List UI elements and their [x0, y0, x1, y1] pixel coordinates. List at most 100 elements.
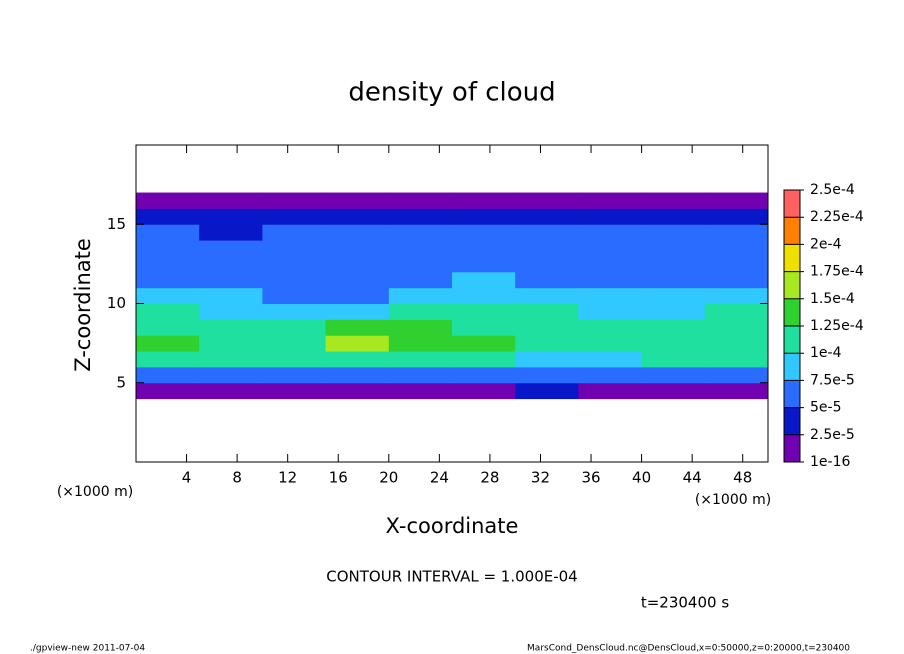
colorbar-box [784, 380, 800, 408]
heat-cell [515, 240, 579, 257]
x-tick-label: 20 [379, 469, 398, 487]
y-tick-label: 15 [107, 215, 126, 233]
heat-cell [325, 287, 390, 304]
heat-cell [452, 351, 516, 368]
heat-cell [704, 208, 769, 225]
heat-cell [262, 208, 327, 225]
heat-cell [641, 224, 706, 241]
heat-cell [262, 240, 327, 257]
heat-cell [262, 255, 327, 273]
heat-cell [452, 255, 516, 273]
heat-cell [515, 351, 579, 368]
time-note: t=230400 s [641, 594, 729, 612]
heat-cell [641, 303, 706, 320]
heat-cell [199, 335, 263, 352]
heat-cell [578, 224, 643, 241]
heat-cell [388, 366, 453, 384]
y-tick-label: 5 [116, 373, 126, 391]
heat-cell [452, 208, 516, 225]
heat-cell [136, 351, 200, 368]
y-tick-label: 10 [107, 294, 126, 312]
heat-cell [136, 382, 200, 400]
heat-cell [136, 208, 200, 225]
heat-cell [704, 287, 769, 304]
heat-cell [641, 335, 706, 352]
heat-cell [515, 335, 579, 352]
heat-cell [199, 287, 263, 304]
heat-cell [452, 224, 516, 241]
heat-cell [388, 335, 453, 352]
heat-cell [452, 240, 516, 257]
heat-cell [388, 192, 453, 209]
heat-cell [262, 319, 327, 336]
heat-cell [262, 271, 327, 289]
x-tick-label: 32 [531, 469, 550, 487]
heat-cell [262, 382, 327, 400]
heat-cell [136, 224, 200, 241]
heat-cell [641, 319, 706, 336]
heat-cell [515, 224, 579, 241]
heat-cell [325, 335, 390, 352]
heat-cell [641, 382, 706, 400]
heat-cell [325, 240, 390, 257]
heat-cell [578, 382, 643, 400]
heat-cell [515, 366, 579, 384]
heat-cell [452, 303, 516, 320]
heat-cell [325, 382, 390, 400]
heat-cell [136, 335, 200, 352]
heat-cell [199, 224, 263, 241]
heat-cell [325, 255, 390, 273]
heat-cell [325, 192, 390, 209]
heat-cell [641, 192, 706, 209]
heat-cell [704, 351, 769, 368]
y-axis-label: Z-coordinate [71, 238, 95, 372]
x-tick-label: 28 [480, 469, 499, 487]
heat-cell [325, 303, 390, 320]
heat-cell [388, 319, 453, 336]
heat-cell [199, 208, 263, 225]
heat-cell [578, 319, 643, 336]
heat-cell [641, 287, 706, 304]
heat-cell [262, 192, 327, 209]
heat-cell [704, 255, 769, 273]
contour-note: CONTOUR INTERVAL = 1.000E-04 [326, 568, 577, 586]
colorbar-box [784, 407, 800, 435]
heat-cell [452, 382, 516, 400]
heat-cell [325, 208, 390, 225]
heat-cell [199, 271, 263, 289]
heat-cell [262, 224, 327, 241]
x-tick-label: 40 [632, 469, 651, 487]
colorbar-label: 1e-4 [810, 345, 842, 361]
colorbar-label: 7.5e-5 [810, 372, 855, 388]
heat-cell [388, 382, 453, 400]
colorbar-box [784, 217, 800, 245]
heat-cell [641, 240, 706, 257]
heat-cell [136, 366, 200, 384]
heat-cell [452, 366, 516, 384]
heat-cell [262, 287, 327, 304]
heat-cell [136, 192, 200, 209]
colorbar-box [784, 353, 800, 381]
heat-cell [388, 255, 453, 273]
heat-cell [136, 303, 200, 320]
heat-cell [262, 303, 327, 320]
x-tick-label: 8 [232, 469, 242, 487]
heat-cell [515, 208, 579, 225]
x-tick-label: 24 [430, 469, 449, 487]
heat-cell [325, 319, 390, 336]
colorbar-label: 1.75e-4 [810, 264, 864, 280]
colorbar-label: 1.25e-4 [810, 318, 864, 334]
heat-cell [515, 271, 579, 289]
heat-cell [452, 335, 516, 352]
heat-cell [641, 208, 706, 225]
heat-cell [704, 271, 769, 289]
colorbar-box [784, 271, 800, 299]
heat-cell [388, 271, 453, 289]
colorbar-box [784, 298, 800, 326]
heat-cell [199, 319, 263, 336]
heat-cell [262, 335, 327, 352]
footer-right: MarsCond_DensCloud.nc@DensCloud,x=0:5000… [527, 644, 850, 654]
x-tick-label: 4 [182, 469, 192, 487]
colorbar-label: 2.5e-4 [810, 182, 855, 198]
